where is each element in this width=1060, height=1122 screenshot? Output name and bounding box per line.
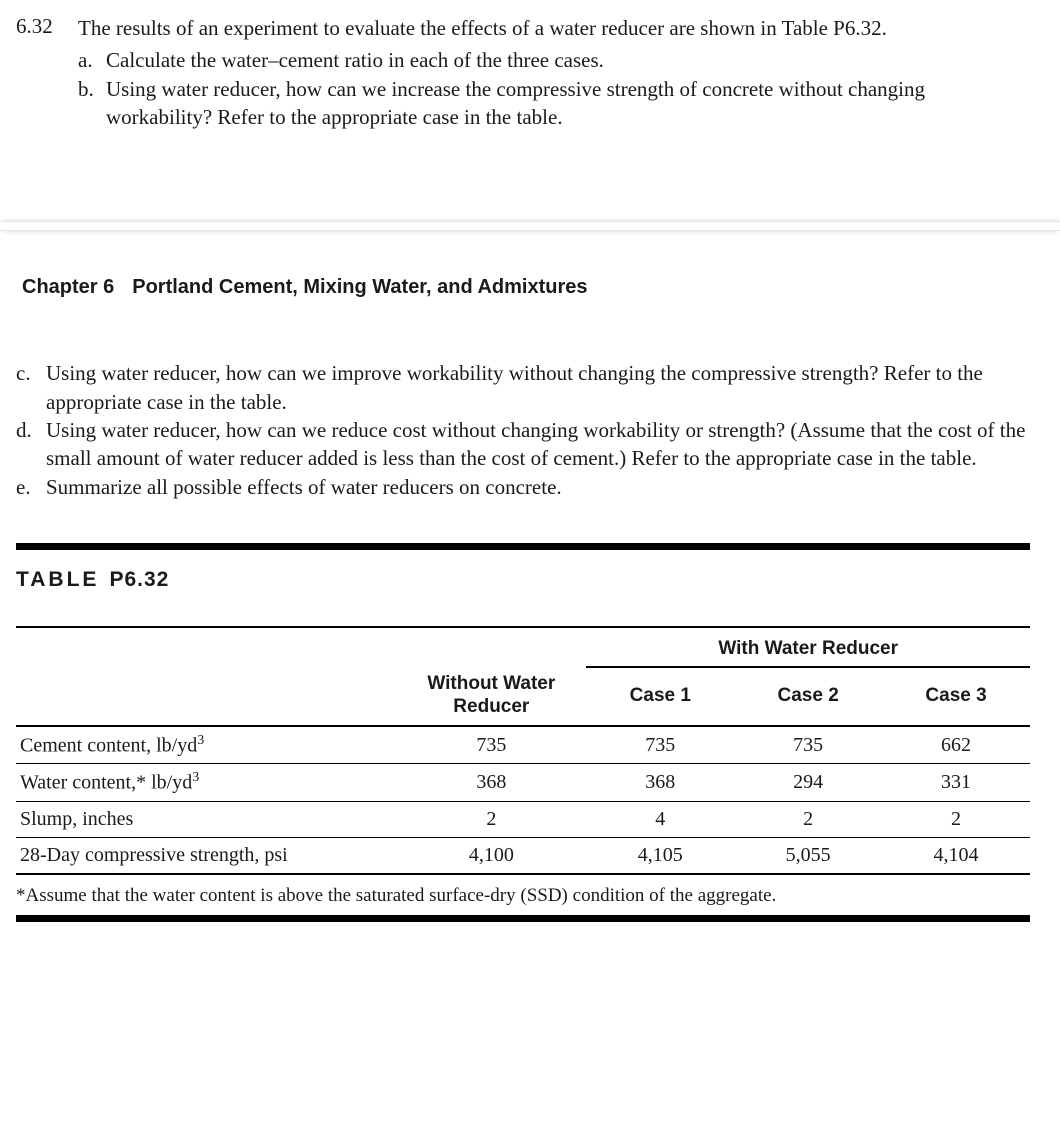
problem-item-e: e. Summarize all possible effects of wat… xyxy=(16,473,1030,501)
page-gap xyxy=(0,221,1060,231)
item-text: Using water reducer, how can we reduce c… xyxy=(46,416,1030,473)
row-label: Water content,* lb/yd xyxy=(20,772,192,794)
cell: 735 xyxy=(396,726,586,764)
col-header-case2: Case 2 xyxy=(734,667,882,726)
table-number: P6.32 xyxy=(109,568,169,591)
cell: 368 xyxy=(586,764,734,802)
table-caption: TABLE P6.32 xyxy=(16,568,1030,592)
cell: 5,055 xyxy=(734,838,882,875)
col-header-text: Without WaterReducer xyxy=(427,673,555,717)
data-table: With Water Reducer Without WaterReducer … xyxy=(16,626,1030,875)
cell: 735 xyxy=(734,726,882,764)
table-top-rule xyxy=(16,543,1030,550)
cell: 2 xyxy=(734,802,882,838)
problem-intro: The results of an experiment to evaluate… xyxy=(78,14,1030,42)
table-footnote: *Assume that the water content is above … xyxy=(16,885,1030,907)
problem-sublist-ab: a. Calculate the water–cement ratio in e… xyxy=(78,46,1030,131)
item-letter: b. xyxy=(78,75,106,103)
cell: 2 xyxy=(882,802,1030,838)
item-text: Using water reducer, how can we increase… xyxy=(106,75,1030,132)
row-label-sup: 3 xyxy=(197,733,204,748)
table-row: 28-Day compressive strength, psi 4,100 4… xyxy=(16,838,1030,875)
row-label: 28-Day compressive strength, psi xyxy=(20,844,288,866)
item-letter: c. xyxy=(16,359,46,387)
table-row: Slump, inches 2 4 2 2 xyxy=(16,802,1030,838)
row-label: Cement content, lb/yd xyxy=(20,734,197,756)
col-header-case3: Case 3 xyxy=(882,667,1030,726)
item-text: Summarize all possible effects of water … xyxy=(46,473,562,501)
cell: 331 xyxy=(882,764,1030,802)
problem-sublist-cde: c. Using water reducer, how can we impro… xyxy=(16,359,1030,501)
cell: 662 xyxy=(882,726,1030,764)
item-letter: e. xyxy=(16,473,46,501)
item-text: Using water reducer, how can we improve … xyxy=(46,359,1030,416)
col-group-header: With Water Reducer xyxy=(586,627,1030,667)
item-letter: d. xyxy=(16,416,46,444)
table-row: Water content,* lb/yd3 368 368 294 331 xyxy=(16,764,1030,802)
problem-item-b: b. Using water reducer, how can we incre… xyxy=(78,75,1030,132)
item-letter: a. xyxy=(78,46,106,74)
cell: 4 xyxy=(586,802,734,838)
problem-body: The results of an experiment to evaluate… xyxy=(78,14,1030,131)
problem-item-c: c. Using water reducer, how can we impro… xyxy=(16,359,1030,416)
cell: 294 xyxy=(734,764,882,802)
col-header-case1: Case 1 xyxy=(586,667,734,726)
problem-item-d: d. Using water reducer, how can we reduc… xyxy=(16,416,1030,473)
cell: 4,105 xyxy=(586,838,734,875)
chapter-title: Portland Cement, Mixing Water, and Admix… xyxy=(132,276,587,298)
cell: 368 xyxy=(396,764,586,802)
problem-block: 6.32 The results of an experiment to eva… xyxy=(16,10,1030,131)
cell: 735 xyxy=(586,726,734,764)
cell: 4,100 xyxy=(396,838,586,875)
table-bottom-rule xyxy=(16,915,1030,922)
chapter-heading: Chapter 6 Portland Cement, Mixing Water, … xyxy=(22,276,1030,299)
col-header-without: Without WaterReducer xyxy=(396,667,586,726)
cell: 2 xyxy=(396,802,586,838)
table-label: TABLE xyxy=(16,568,99,591)
row-label-sup: 3 xyxy=(192,770,199,785)
row-label: Slump, inches xyxy=(20,808,133,830)
cell: 4,104 xyxy=(882,838,1030,875)
chapter-number: Chapter 6 xyxy=(22,276,114,298)
problem-item-a: a. Calculate the water–cement ratio in e… xyxy=(78,46,1030,74)
table-row: Cement content, lb/yd3 735 735 735 662 xyxy=(16,726,1030,764)
item-text: Calculate the water–cement ratio in each… xyxy=(106,46,604,74)
problem-number: 6.32 xyxy=(16,14,78,39)
